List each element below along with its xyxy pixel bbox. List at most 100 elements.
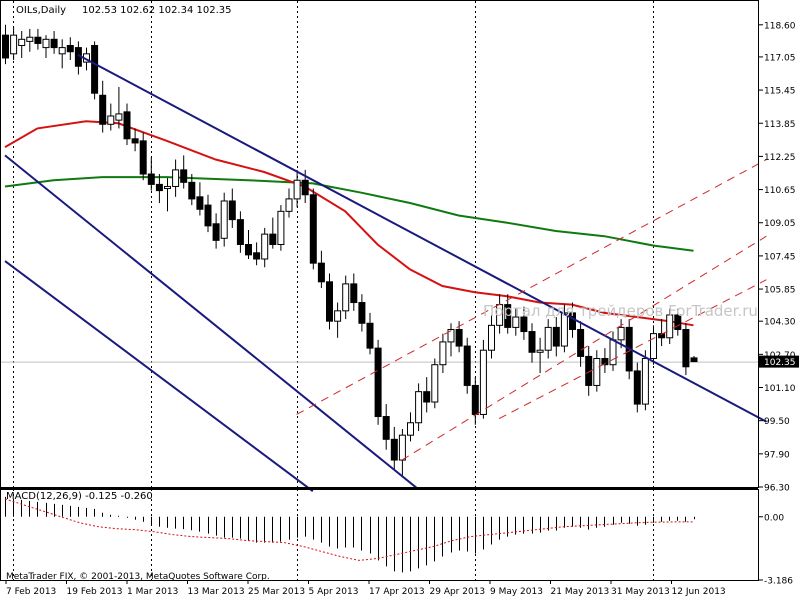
y-tick-label: 112.25 — [764, 153, 796, 163]
candle — [633, 362, 641, 413]
y-tick-label: 118.60 — [764, 21, 796, 31]
candle-body — [682, 328, 690, 368]
candle-body — [42, 38, 50, 49]
candle-body — [560, 312, 568, 347]
candle — [326, 273, 333, 330]
main-plot — [2, 24, 767, 492]
candle-body — [374, 347, 382, 418]
candle-body — [690, 357, 698, 363]
candle — [196, 182, 204, 216]
candle — [431, 358, 439, 409]
candle-body — [245, 244, 252, 256]
candle — [131, 128, 139, 152]
candle-body — [447, 328, 455, 343]
candle-body — [334, 310, 342, 322]
candle-body — [666, 314, 674, 339]
candle-body — [139, 140, 147, 175]
candle-body — [471, 384, 479, 415]
candle — [423, 377, 431, 413]
x-tick-label: 7 Feb 2013 — [6, 587, 56, 597]
candle-body — [439, 341, 447, 366]
symbol-timeframe: OILs,Daily — [16, 5, 66, 16]
candle-body — [609, 339, 617, 366]
x-tick-label: 9 May 2013 — [490, 587, 543, 597]
x-tick-label: 13 Mar 2013 — [188, 587, 245, 597]
candle-body — [423, 391, 431, 403]
candle-body — [285, 198, 293, 212]
candle — [91, 41, 99, 100]
candle — [66, 37, 74, 61]
candle — [390, 426, 398, 471]
ohlc-values: 102.53 102.62 102.34 102.35 — [82, 5, 232, 16]
macd-label: MACD(12,26,9) -0.125 -0.260 — [6, 491, 153, 502]
candle — [560, 304, 568, 353]
candle-body — [552, 326, 560, 347]
macd-plot — [4, 496, 695, 573]
candle-body — [155, 183, 163, 192]
candle-body — [488, 324, 495, 351]
candle-body — [617, 326, 625, 341]
candle — [342, 275, 350, 320]
candle — [407, 412, 414, 442]
candle-body — [91, 45, 99, 94]
candle-body — [188, 181, 196, 200]
candle — [139, 132, 147, 181]
channel-line — [77, 53, 767, 423]
candle — [641, 350, 649, 411]
candle — [26, 28, 34, 52]
y-tick-label: 109.05 — [764, 219, 796, 229]
candle — [488, 314, 495, 359]
candle-body — [415, 391, 423, 424]
candle-body — [212, 223, 220, 241]
candle-body — [342, 283, 350, 312]
x-tick-label: 29 Apr 2013 — [430, 587, 486, 597]
candle-body — [407, 422, 414, 436]
candle — [212, 213, 220, 249]
candle-body — [172, 169, 180, 187]
candle — [228, 188, 236, 228]
candle-body — [593, 357, 601, 386]
candle-body — [131, 138, 139, 144]
y-tick-label: 107.45 — [764, 252, 796, 262]
candle — [577, 321, 585, 367]
x-tick-label: 1 Mar 2013 — [127, 587, 178, 597]
candle — [236, 211, 244, 253]
candle — [334, 302, 342, 338]
candle-body — [58, 47, 66, 55]
candle-body — [293, 179, 301, 200]
candle-body — [115, 113, 123, 121]
candle — [18, 31, 26, 58]
candle — [512, 308, 520, 336]
candle-body — [66, 45, 74, 53]
macd-y-tick-label: 0.00 — [764, 513, 784, 523]
candle — [147, 157, 155, 191]
candle — [415, 383, 423, 432]
candle — [569, 302, 576, 338]
channel-line — [4, 154, 419, 490]
candle-body — [398, 434, 406, 461]
candle — [220, 192, 228, 247]
candle-body — [34, 36, 42, 44]
candle — [155, 174, 163, 204]
candle — [601, 348, 609, 374]
projection-line — [296, 159, 767, 415]
candle-body — [107, 115, 115, 125]
candle — [593, 350, 601, 392]
candle-body — [650, 333, 657, 359]
candle — [123, 103, 131, 146]
x-tick-label: 12 Jun 2013 — [672, 587, 726, 597]
candle-body — [479, 349, 487, 415]
candle-body — [536, 349, 544, 353]
y-tick-label: 101.10 — [764, 384, 796, 394]
candle — [293, 169, 301, 208]
candle — [2, 24, 9, 65]
candle — [366, 312, 374, 355]
candle — [520, 306, 528, 340]
candle-body — [123, 111, 131, 140]
candle-body — [164, 185, 171, 190]
macd-signal-line — [4, 498, 695, 561]
x-tick-label: 21 May 2013 — [551, 587, 610, 597]
candle-body — [10, 34, 18, 55]
